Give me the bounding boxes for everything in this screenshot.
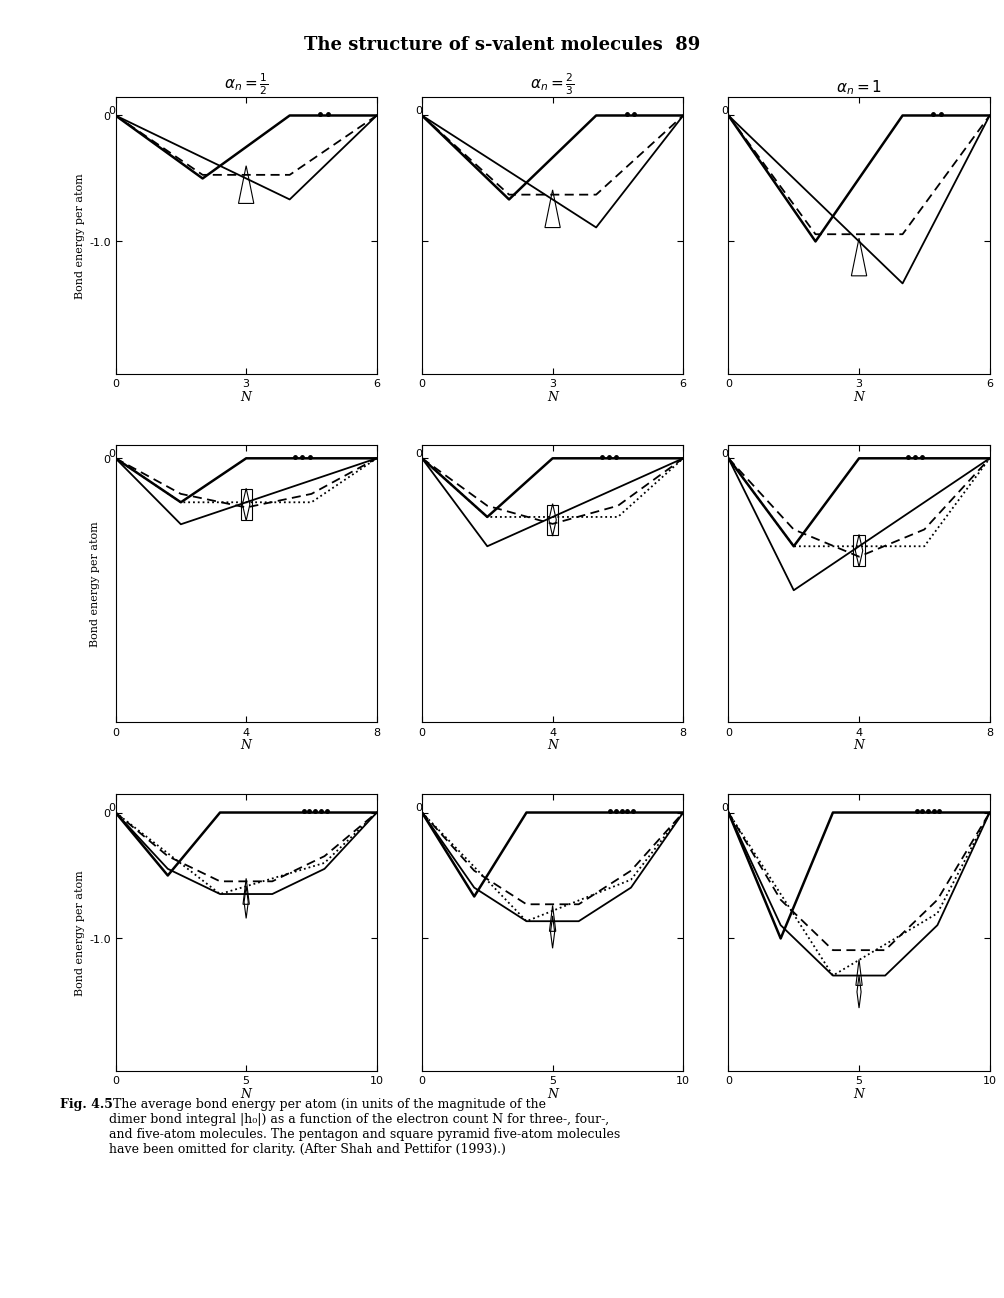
X-axis label: N: N xyxy=(853,391,863,404)
Text: 0: 0 xyxy=(721,803,728,813)
Text: 0: 0 xyxy=(415,803,422,813)
Text: 0: 0 xyxy=(415,449,422,458)
X-axis label: N: N xyxy=(853,739,863,752)
Title: $\alpha_n=\frac{2}{3}$: $\alpha_n=\frac{2}{3}$ xyxy=(530,71,574,97)
Text: The structure of s-valent molecules  89: The structure of s-valent molecules 89 xyxy=(304,36,700,55)
X-axis label: N: N xyxy=(241,739,251,752)
Text: 0: 0 xyxy=(415,106,422,117)
X-axis label: N: N xyxy=(241,1088,251,1101)
Y-axis label: Bond energy per atom: Bond energy per atom xyxy=(75,173,84,299)
X-axis label: N: N xyxy=(547,739,557,752)
X-axis label: N: N xyxy=(547,1088,557,1101)
Text: 0: 0 xyxy=(108,803,115,813)
X-axis label: N: N xyxy=(547,391,557,404)
Text: 0: 0 xyxy=(721,106,728,117)
Text: 0: 0 xyxy=(721,449,728,458)
Text: 0: 0 xyxy=(108,106,115,117)
Text: 0: 0 xyxy=(108,449,115,458)
Text: The average bond energy per atom (in units of the magnitude of the
dimer bond in: The average bond energy per atom (in uni… xyxy=(108,1097,619,1155)
Y-axis label: Bond energy per atom: Bond energy per atom xyxy=(89,522,99,646)
Title: $\alpha_n=1$: $\alpha_n=1$ xyxy=(835,78,882,96)
X-axis label: N: N xyxy=(853,1088,863,1101)
X-axis label: N: N xyxy=(241,391,251,404)
Text: Fig. 4.5: Fig. 4.5 xyxy=(60,1097,113,1110)
Title: $\alpha_n=\frac{1}{2}$: $\alpha_n=\frac{1}{2}$ xyxy=(224,71,268,97)
Y-axis label: Bond energy per atom: Bond energy per atom xyxy=(75,870,84,996)
